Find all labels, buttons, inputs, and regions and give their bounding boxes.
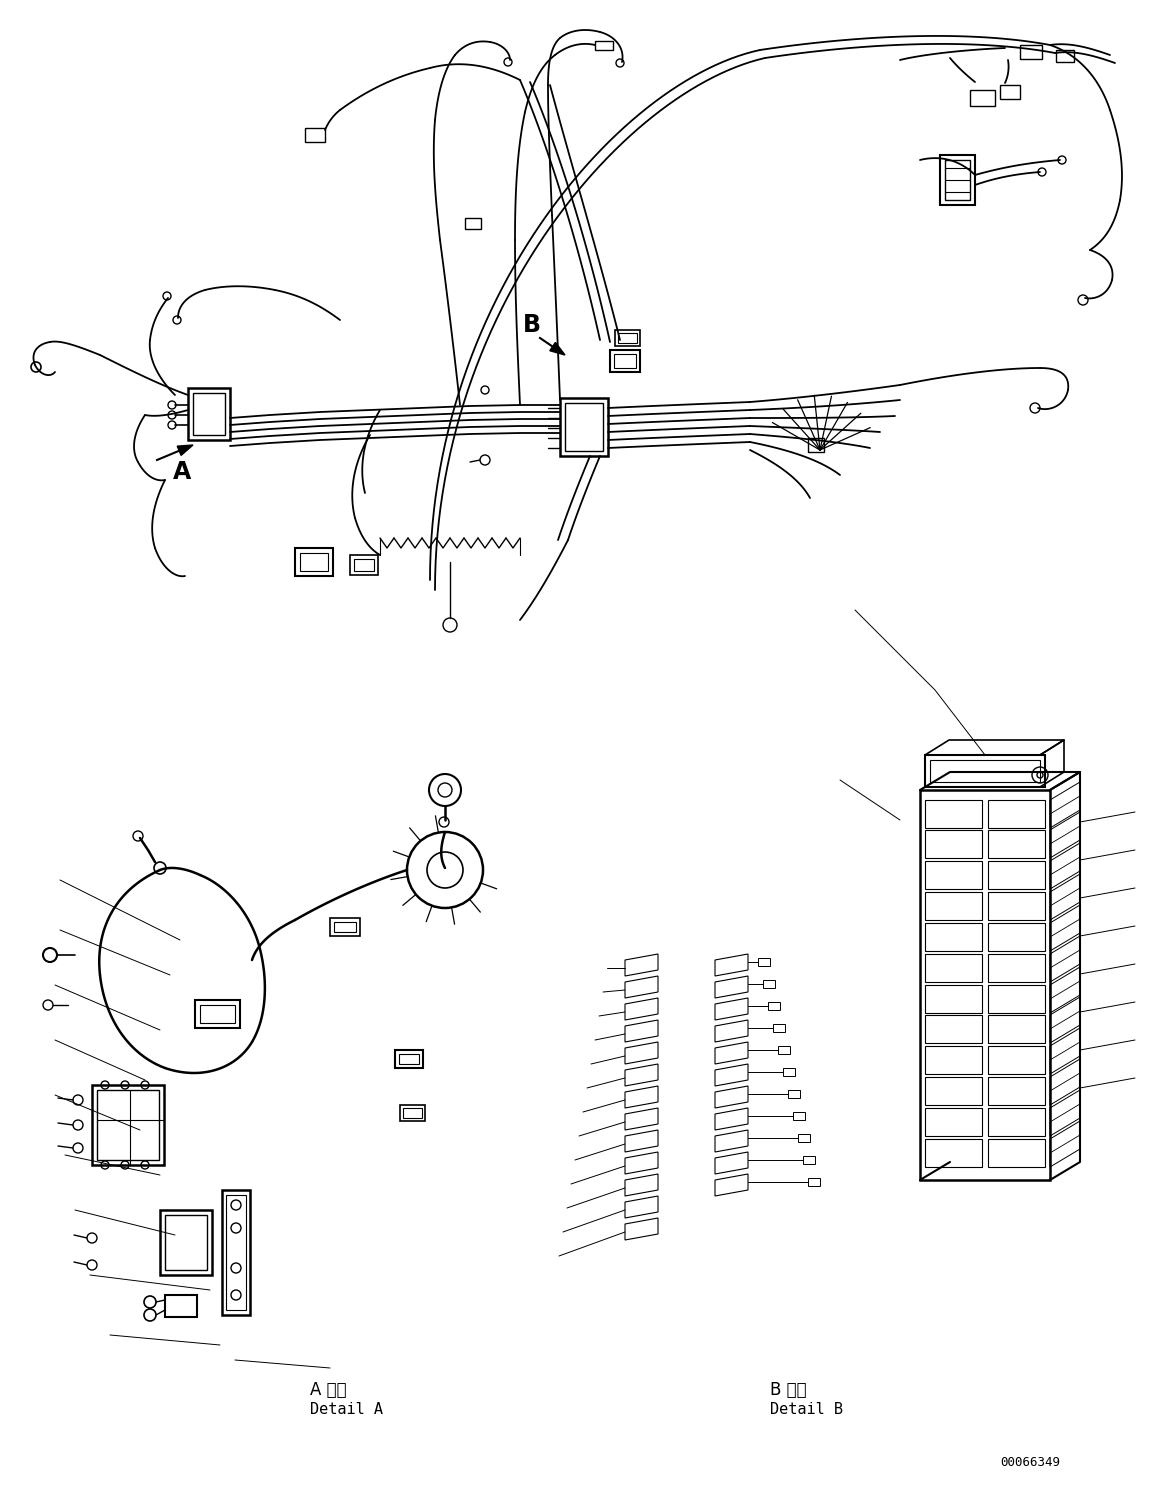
Bar: [920, 790, 1050, 1180]
Bar: [989, 891, 1046, 920]
Bar: [989, 923, 1046, 951]
Bar: [925, 891, 982, 920]
Bar: [989, 1109, 1046, 1135]
Bar: [925, 801, 982, 827]
Bar: [92, 1085, 164, 1165]
Bar: [165, 1295, 197, 1317]
Text: Detail A: Detail A: [311, 1403, 383, 1418]
Bar: [989, 1046, 1046, 1074]
Bar: [1056, 51, 1073, 62]
Bar: [400, 1106, 424, 1120]
Bar: [1020, 45, 1042, 60]
Bar: [989, 985, 1046, 1013]
Text: Detail B: Detail B: [770, 1403, 843, 1418]
Bar: [773, 1024, 785, 1033]
Bar: [193, 393, 224, 434]
Bar: [783, 1068, 795, 1076]
Text: B: B: [523, 312, 541, 336]
Bar: [989, 1077, 1046, 1106]
Bar: [330, 918, 361, 936]
Bar: [989, 801, 1046, 827]
Bar: [758, 958, 770, 966]
Bar: [925, 985, 982, 1013]
Bar: [188, 388, 230, 440]
Bar: [802, 1156, 815, 1164]
Polygon shape: [177, 445, 193, 455]
Bar: [768, 1001, 780, 1010]
Bar: [925, 954, 982, 982]
Bar: [793, 1112, 805, 1120]
Bar: [925, 1109, 982, 1135]
Bar: [305, 128, 324, 141]
Bar: [334, 923, 356, 931]
Bar: [615, 330, 640, 347]
Bar: [925, 830, 982, 859]
Bar: [565, 403, 602, 451]
Bar: [798, 1134, 809, 1141]
Bar: [300, 554, 328, 571]
Bar: [808, 437, 825, 452]
Bar: [930, 760, 1040, 783]
Bar: [200, 1004, 235, 1024]
Bar: [561, 397, 608, 455]
Bar: [614, 354, 636, 368]
Bar: [925, 1138, 982, 1167]
Bar: [295, 548, 333, 576]
Bar: [970, 89, 996, 106]
Bar: [404, 1109, 422, 1117]
Text: A: A: [173, 460, 191, 484]
Bar: [611, 350, 640, 372]
Bar: [789, 1091, 800, 1098]
Bar: [778, 1046, 790, 1054]
Bar: [925, 923, 982, 951]
Bar: [195, 1000, 240, 1028]
Bar: [989, 954, 1046, 982]
Bar: [808, 1178, 820, 1186]
Text: A 詳細: A 詳細: [311, 1381, 347, 1399]
Bar: [925, 1046, 982, 1074]
Bar: [763, 981, 775, 988]
Bar: [222, 1190, 250, 1315]
Polygon shape: [550, 342, 565, 356]
Bar: [595, 42, 613, 51]
Bar: [354, 559, 374, 571]
Bar: [350, 555, 378, 574]
Bar: [160, 1210, 212, 1275]
Bar: [97, 1091, 159, 1161]
Bar: [165, 1216, 207, 1269]
Bar: [925, 862, 982, 888]
Bar: [465, 219, 481, 229]
Bar: [925, 1015, 982, 1043]
Bar: [946, 161, 970, 199]
Text: B 詳細: B 詳細: [770, 1381, 807, 1399]
Text: 00066349: 00066349: [1000, 1455, 1059, 1469]
Bar: [989, 830, 1046, 859]
Bar: [925, 754, 1046, 787]
Bar: [226, 1195, 247, 1309]
Bar: [989, 1015, 1046, 1043]
Bar: [395, 1051, 423, 1068]
Bar: [399, 1054, 419, 1064]
Bar: [925, 1077, 982, 1106]
Bar: [989, 862, 1046, 888]
Bar: [940, 155, 975, 205]
Bar: [989, 1138, 1046, 1167]
Bar: [1000, 85, 1020, 100]
Bar: [618, 333, 637, 344]
